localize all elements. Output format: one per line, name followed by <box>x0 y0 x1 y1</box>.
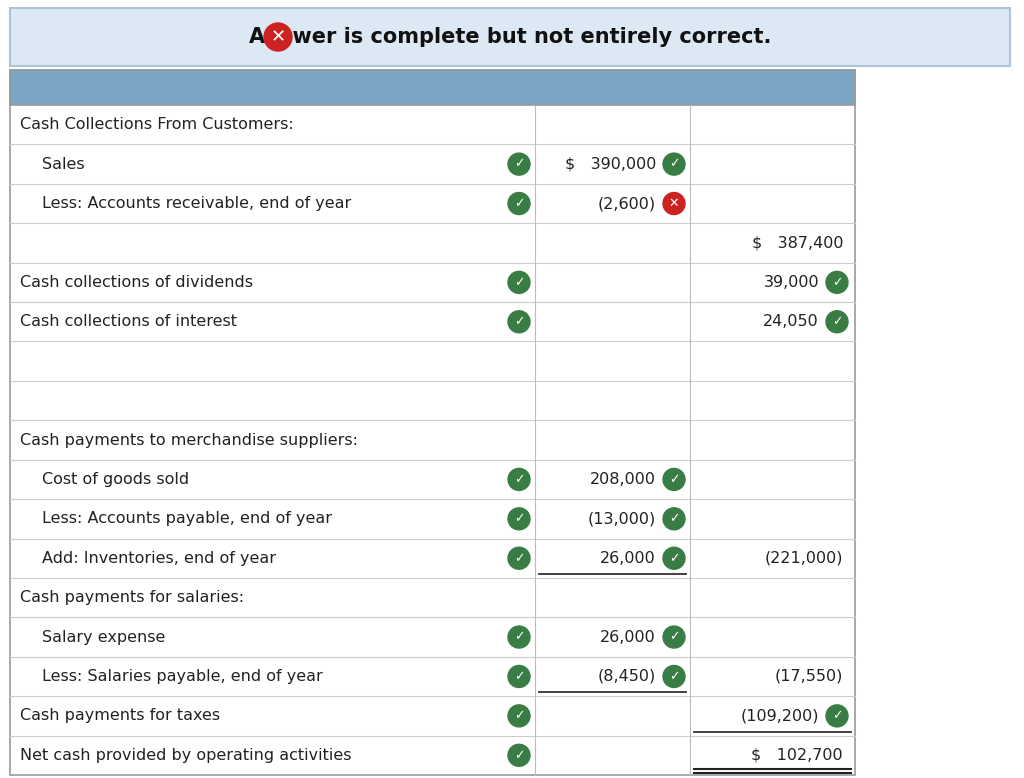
Circle shape <box>826 272 848 293</box>
Text: Add: Inventories, end of year: Add: Inventories, end of year <box>42 551 276 566</box>
Bar <box>10 70 855 105</box>
Text: Net cash provided by operating activities: Net cash provided by operating activitie… <box>20 748 351 762</box>
Text: Cash payments for salaries:: Cash payments for salaries: <box>20 591 244 605</box>
Circle shape <box>508 705 530 727</box>
Text: ✓: ✓ <box>831 710 843 723</box>
Text: ✓: ✓ <box>514 748 524 762</box>
Circle shape <box>508 508 530 530</box>
Text: Cash collections of dividends: Cash collections of dividends <box>20 275 253 290</box>
Text: ✓: ✓ <box>669 670 679 683</box>
Circle shape <box>508 468 530 490</box>
Circle shape <box>663 468 685 490</box>
Circle shape <box>508 547 530 569</box>
Text: ✓: ✓ <box>514 670 524 683</box>
Text: ✓: ✓ <box>831 315 843 328</box>
Bar <box>10 70 855 775</box>
Circle shape <box>508 272 530 293</box>
Circle shape <box>508 153 530 175</box>
Text: ✓: ✓ <box>514 315 524 328</box>
Text: Less: Salaries payable, end of year: Less: Salaries payable, end of year <box>42 669 323 684</box>
Circle shape <box>663 508 685 530</box>
Circle shape <box>508 665 530 688</box>
Circle shape <box>663 626 685 648</box>
Bar <box>10 8 1010 66</box>
Text: ✓: ✓ <box>669 513 679 525</box>
Text: ✓: ✓ <box>831 276 843 289</box>
Text: 208,000: 208,000 <box>590 472 656 487</box>
Text: 26,000: 26,000 <box>600 629 656 644</box>
Text: Cost of goods sold: Cost of goods sold <box>42 472 189 487</box>
Circle shape <box>826 310 848 333</box>
Text: ✕: ✕ <box>669 197 679 210</box>
Text: Answer is complete but not entirely correct.: Answer is complete but not entirely corr… <box>249 27 771 47</box>
Text: ✓: ✓ <box>669 552 679 565</box>
Circle shape <box>508 192 530 215</box>
Text: (2,600): (2,600) <box>598 196 656 211</box>
Text: ✓: ✓ <box>514 513 524 525</box>
Text: Cash Collections From Customers:: Cash Collections From Customers: <box>20 117 294 132</box>
Circle shape <box>508 626 530 648</box>
Text: $   390,000: $ 390,000 <box>564 156 656 172</box>
Text: $   387,400: $ 387,400 <box>752 236 843 251</box>
Text: ✓: ✓ <box>514 473 524 486</box>
Text: (13,000): (13,000) <box>588 511 656 527</box>
Text: ✓: ✓ <box>669 473 679 486</box>
Circle shape <box>508 745 530 766</box>
Text: ✓: ✓ <box>514 158 524 170</box>
Text: 24,050: 24,050 <box>763 314 819 329</box>
Circle shape <box>663 665 685 688</box>
Text: Cash payments to merchandise suppliers:: Cash payments to merchandise suppliers: <box>20 433 358 447</box>
Circle shape <box>663 192 685 215</box>
Text: ✓: ✓ <box>514 276 524 289</box>
Text: ✓: ✓ <box>669 630 679 643</box>
Text: Less: Accounts payable, end of year: Less: Accounts payable, end of year <box>42 511 332 527</box>
Text: ✕: ✕ <box>270 28 286 46</box>
Text: (109,200): (109,200) <box>740 709 819 724</box>
Text: Less: Accounts receivable, end of year: Less: Accounts receivable, end of year <box>42 196 351 211</box>
Text: (8,450): (8,450) <box>598 669 656 684</box>
Text: ✓: ✓ <box>514 630 524 643</box>
Text: (221,000): (221,000) <box>765 551 843 566</box>
Text: ✓: ✓ <box>669 158 679 170</box>
Text: ✓: ✓ <box>514 710 524 723</box>
Text: 39,000: 39,000 <box>763 275 819 290</box>
Circle shape <box>508 310 530 333</box>
Text: (17,550): (17,550) <box>774 669 843 684</box>
Text: Cash collections of interest: Cash collections of interest <box>20 314 237 329</box>
Circle shape <box>663 547 685 569</box>
Circle shape <box>826 705 848 727</box>
Text: Cash payments for taxes: Cash payments for taxes <box>20 709 220 724</box>
Text: ✓: ✓ <box>514 197 524 210</box>
Text: ✓: ✓ <box>514 552 524 565</box>
Circle shape <box>663 153 685 175</box>
Text: $   102,700: $ 102,700 <box>752 748 843 762</box>
Text: 26,000: 26,000 <box>600 551 656 566</box>
Text: Salary expense: Salary expense <box>42 629 165 644</box>
Text: Sales: Sales <box>42 156 85 172</box>
Circle shape <box>264 23 292 51</box>
